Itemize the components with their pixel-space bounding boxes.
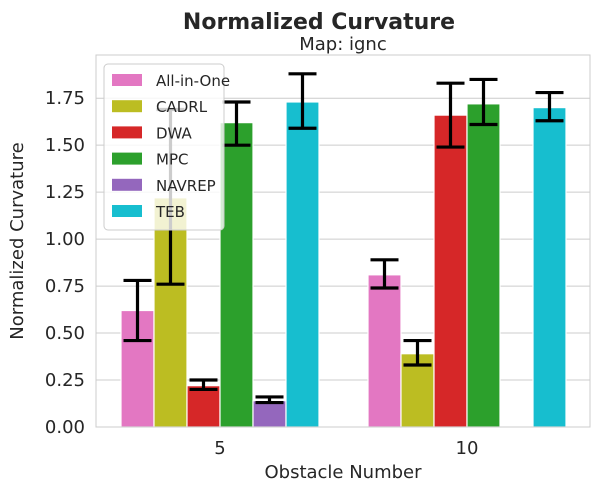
legend-label: DWA	[156, 124, 193, 142]
legend-label: CADRL	[156, 98, 208, 116]
y-tick-label: 1.50	[45, 135, 85, 156]
error-bar	[255, 395, 284, 405]
chart-title: Normalized Curvature	[183, 10, 455, 35]
error-bar	[436, 81, 465, 149]
x-axis-label: Obstacle Number	[264, 462, 422, 483]
chart-subtitle: Map: ignc	[299, 34, 387, 55]
legend-swatch	[112, 152, 142, 165]
y-tick-label: 0.50	[45, 323, 85, 344]
y-tick-label: 1.25	[45, 182, 85, 203]
bar	[219, 122, 254, 428]
y-tick-label: 0.75	[45, 276, 85, 297]
y-tick-label: 0.25	[45, 370, 85, 391]
legend-label: All-in-One	[156, 72, 230, 90]
x-tick-label: 5	[214, 438, 225, 459]
bar	[285, 101, 320, 428]
y-tick-labels: 0.00 0.25 0.50 0.75 1.00 1.25 1.50 1.75	[45, 88, 85, 438]
legend-swatch	[112, 100, 142, 113]
bar	[186, 385, 221, 428]
error-bar	[370, 258, 399, 290]
error-bar	[222, 100, 251, 147]
error-bar	[403, 338, 432, 367]
y-tick-label: 1.00	[45, 229, 85, 250]
legend-label: MPC	[156, 151, 188, 169]
x-tick-label: 10	[456, 438, 479, 459]
error-bar	[469, 77, 498, 127]
x-tick-labels: 5 10	[214, 438, 478, 459]
error-bar	[123, 278, 152, 343]
y-axis-label: Normalized Curvature	[7, 142, 28, 339]
legend-swatch	[112, 126, 142, 139]
legend-swatch	[112, 205, 142, 217]
bar	[466, 103, 501, 428]
y-tick-label: 1.75	[45, 88, 85, 109]
y-tick-label: 0.00	[45, 417, 85, 438]
legend-label: NAVREP	[156, 177, 216, 195]
legend-swatch	[112, 74, 142, 86]
legend-swatch	[112, 178, 142, 191]
bar	[532, 107, 567, 428]
legend: All-in-One CADRL DWA MPC NAVREP TEB	[103, 63, 230, 231]
error-bar	[288, 72, 317, 130]
bar	[367, 274, 402, 428]
error-bar	[189, 378, 218, 392]
bar	[433, 114, 468, 428]
error-bar	[535, 90, 564, 123]
plot-frame	[95, 54, 591, 428]
legend-label: TEB	[155, 203, 185, 221]
bar	[252, 400, 287, 428]
